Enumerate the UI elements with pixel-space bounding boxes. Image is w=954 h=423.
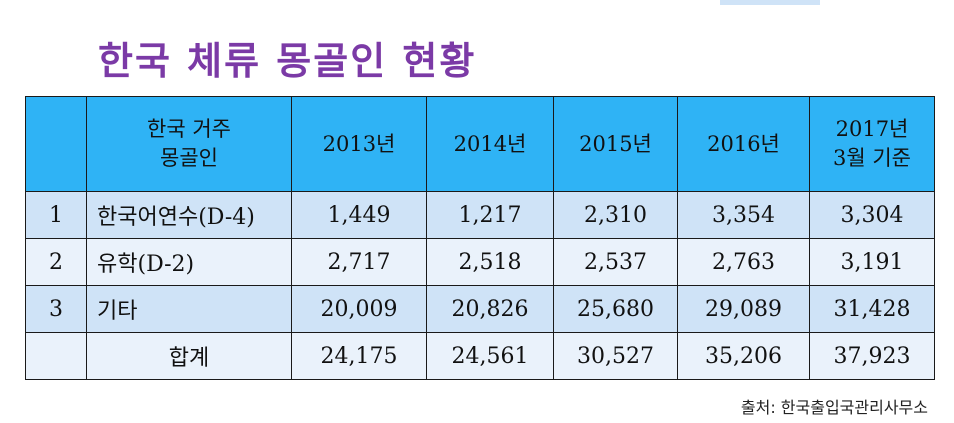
- row-label: 한국어연수(D-4): [86, 191, 292, 239]
- cell-2016: 2,763: [677, 238, 810, 286]
- cell-2015: 2,310: [553, 191, 678, 239]
- cell-2013: 20,009: [291, 285, 427, 333]
- cell-2016: 29,089: [677, 285, 810, 333]
- header-2013: 2013년: [291, 96, 427, 192]
- cell-2014: 1,217: [426, 191, 554, 239]
- header-2017: 2017년 3월 기준: [809, 96, 935, 192]
- statistics-table: 한국 거주 몽골인 2013년 2014년 2015년 2016년 2017년 …: [25, 96, 935, 380]
- header-category: 한국 거주 몽골인: [86, 96, 292, 192]
- table-row: 3 기타 20,009 20,826 25,680 29,089 31,428: [25, 285, 935, 333]
- row-index: 3: [25, 285, 87, 333]
- cell-2015: 2,537: [553, 238, 678, 286]
- cell-2017: 3,304: [809, 191, 935, 239]
- total-2014: 24,561: [426, 332, 554, 380]
- cell-2013: 1,449: [291, 191, 427, 239]
- header-index: [25, 96, 87, 192]
- table-total-row: 합계 24,175 24,561 30,527 35,206 37,923: [25, 332, 935, 380]
- total-2015: 30,527: [553, 332, 678, 380]
- cell-2016: 3,354: [677, 191, 810, 239]
- cell-2014: 2,518: [426, 238, 554, 286]
- total-2017: 37,923: [809, 332, 935, 380]
- header-2016: 2016년: [677, 96, 810, 192]
- row-index: 1: [25, 191, 87, 239]
- header-2017-text: 2017년 3월 기준: [833, 117, 911, 170]
- top-accent-bar: [720, 0, 820, 5]
- total-label: 합계: [86, 332, 292, 380]
- cell-2017: 3,191: [809, 238, 935, 286]
- total-2016: 35,206: [677, 332, 810, 380]
- row-label: 기타: [86, 285, 292, 333]
- cell-2014: 20,826: [426, 285, 554, 333]
- row-index: 2: [25, 238, 87, 286]
- table-row: 2 유학(D-2) 2,717 2,518 2,537 2,763 3,191: [25, 238, 935, 286]
- table-header-row: 한국 거주 몽골인 2013년 2014년 2015년 2016년 2017년 …: [25, 96, 935, 192]
- cell-2013: 2,717: [291, 238, 427, 286]
- header-category-text: 한국 거주 몽골인: [147, 117, 231, 170]
- cell-2017: 31,428: [809, 285, 935, 333]
- total-index: [25, 332, 87, 380]
- row-label: 유학(D-2): [86, 238, 292, 286]
- cell-2015: 25,680: [553, 285, 678, 333]
- header-2015: 2015년: [553, 96, 678, 192]
- source-note: 출처: 한국출입국관리사무소: [740, 398, 928, 417]
- page-title: 한국 체류 몽골인 현황: [98, 39, 477, 83]
- total-2013: 24,175: [291, 332, 427, 380]
- table-row: 1 한국어연수(D-4) 1,449 1,217 2,310 3,354 3,3…: [25, 191, 935, 239]
- header-2014: 2014년: [426, 96, 554, 192]
